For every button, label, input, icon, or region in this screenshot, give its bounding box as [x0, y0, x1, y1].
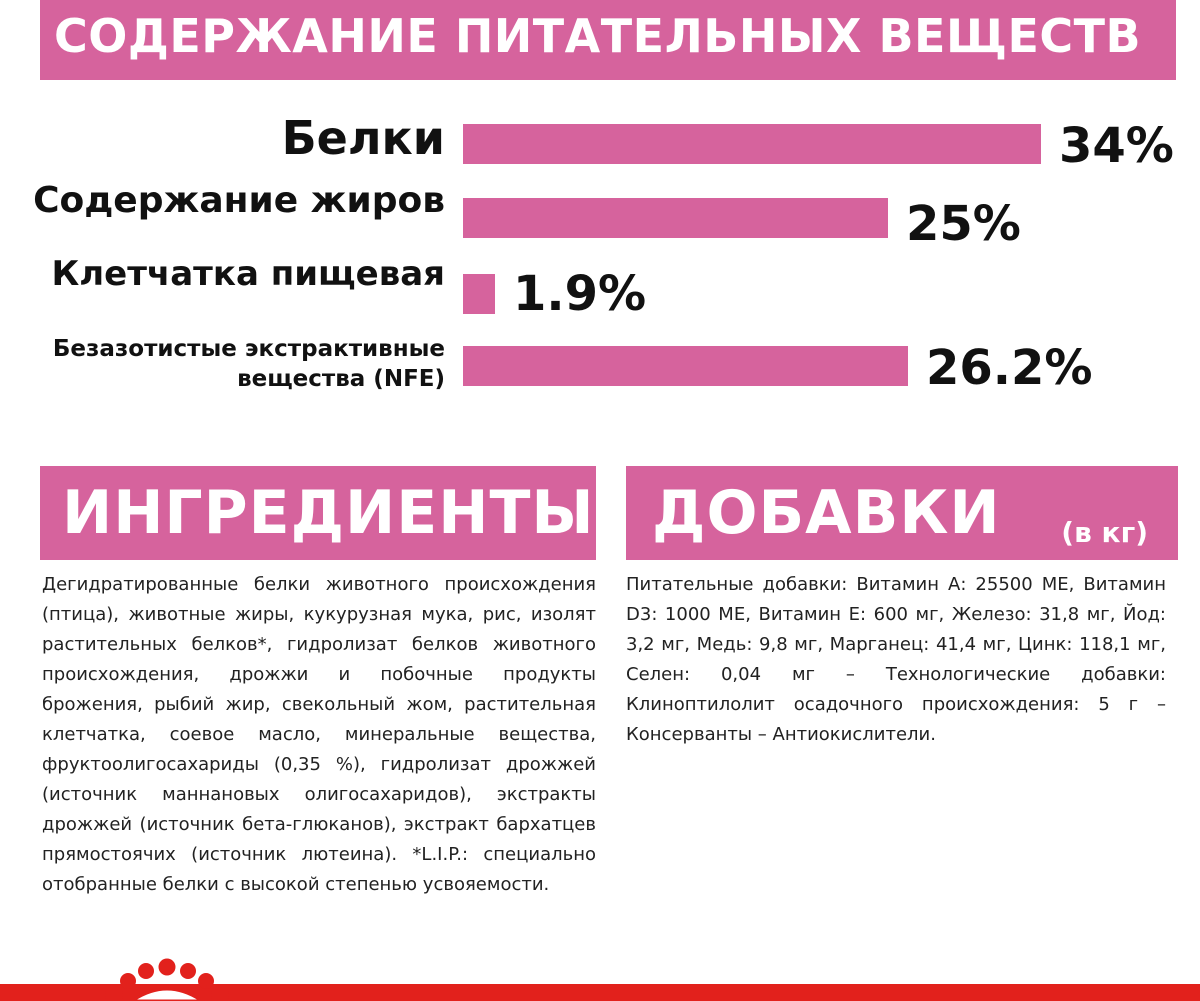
additives-text: Питательные добавки: Витамин А: 25500 МЕ… [626, 574, 1166, 745]
nutrient-value-nfe: 26.2% [926, 340, 1093, 396]
nutrient-value-protein: 34% [1059, 118, 1174, 174]
ingredients-text: Дегидратированные белки животного происх… [42, 574, 596, 895]
nutrient-bar-nfe [463, 346, 908, 386]
nutrient-bar-fiber [463, 274, 495, 314]
ingredients-title: ИНГРЕДИЕНТЫ [62, 478, 595, 548]
footer-brand-stripe [0, 984, 1200, 1001]
nutrient-label-fiber: Клетчатка пищевая [51, 254, 445, 294]
additives-unit: (в кг) [1061, 516, 1148, 549]
nutrient-value-fat: 25% [906, 196, 1021, 252]
additives-title-banner: ДОБАВКИ (в кг) [626, 466, 1178, 560]
nutrients-title: СОДЕРЖАНИЕ ПИТАТЕЛЬНЫХ ВЕЩЕСТВ [54, 9, 1142, 63]
nutrient-label-protein: Белки [281, 111, 445, 165]
royal-canin-crown-icon [105, 958, 229, 1001]
ingredients-title-banner: ИНГРЕДИЕНТЫ [40, 466, 596, 560]
additives-title: ДОБАВКИ [652, 478, 1001, 548]
nutrient-bar-protein [463, 124, 1041, 164]
nutrient-label-fat: Содержание жиров [33, 180, 445, 221]
nutrients-title-banner: СОДЕРЖАНИЕ ПИТАТЕЛЬНЫХ ВЕЩЕСТВ [40, 0, 1176, 80]
nutrient-bar-fat [463, 198, 888, 238]
nutrient-value-fiber: 1.9% [513, 266, 647, 322]
nutrient-label-nfe: Безазотистые экстрактивные вещества (NFE… [52, 336, 445, 392]
